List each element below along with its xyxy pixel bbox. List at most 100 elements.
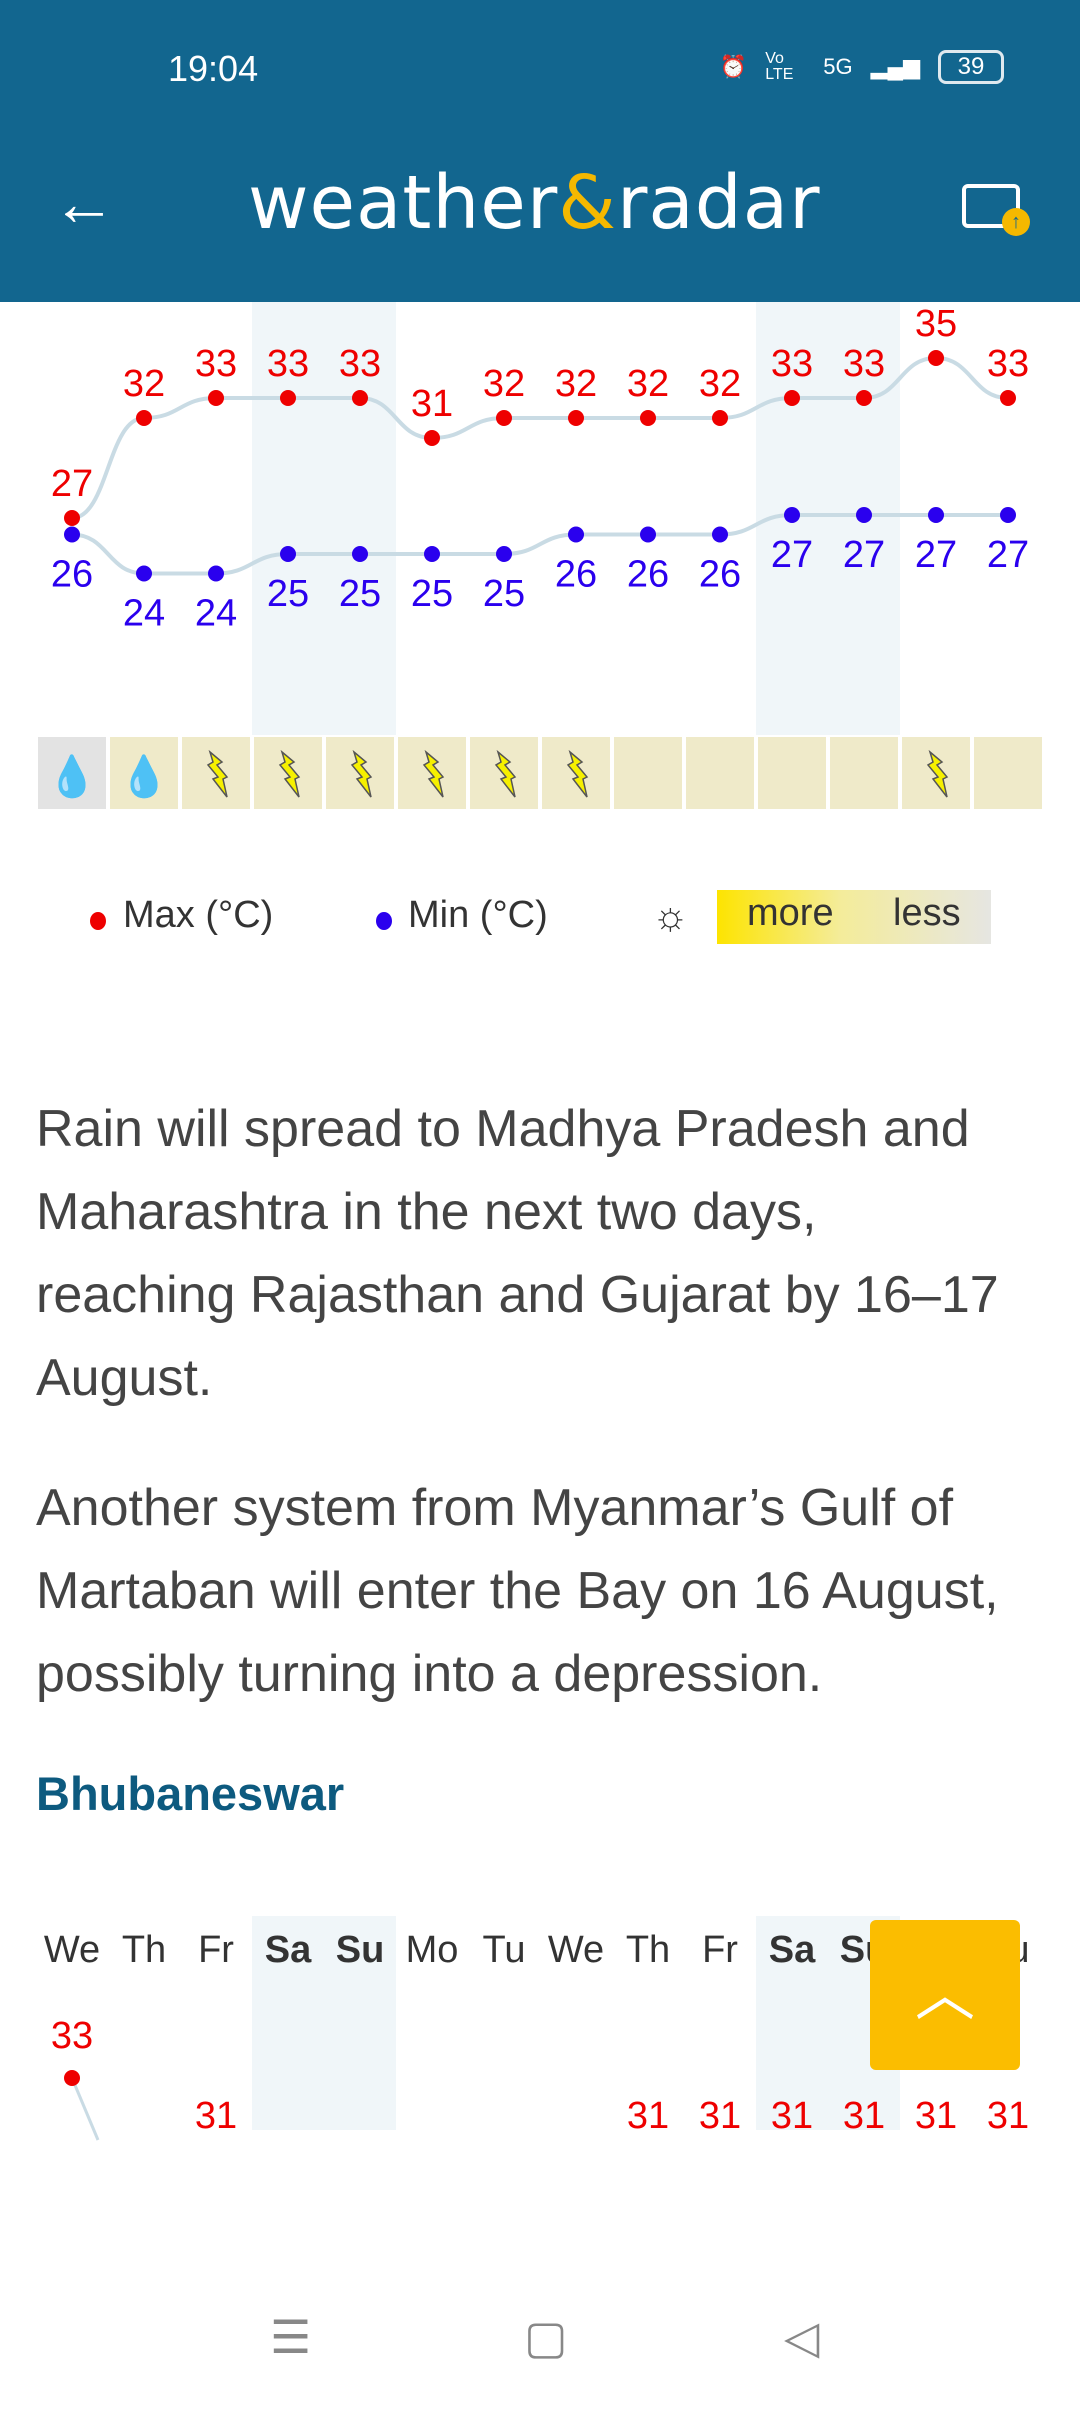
weekend-shade — [252, 302, 324, 735]
thunder-icon — [278, 749, 301, 798]
max-point — [856, 390, 872, 406]
scroll-top-button[interactable]: ︿ — [870, 1920, 1020, 2070]
day-label: Mo — [406, 1929, 459, 1971]
min-point — [136, 565, 152, 582]
min-label: 26 — [555, 554, 597, 596]
image-upload-icon[interactable]: ↑ — [962, 184, 1030, 236]
min-point — [64, 526, 80, 543]
max-label: 32 — [555, 363, 597, 405]
min-label: 26 — [51, 554, 93, 596]
max-label: 32 — [123, 363, 165, 405]
max-point — [1000, 390, 1016, 406]
thunder-icon — [206, 749, 229, 798]
max-point — [424, 430, 440, 446]
less-label: less — [893, 892, 961, 934]
volte-icon: Vo LTE — [765, 50, 794, 83]
temperature-chart: 27 32 33 33 33 31 32 32 32 32 33 33 35 33 26 24 24 25 25 25… — [38, 302, 1042, 809]
min-point — [856, 507, 872, 523]
max-line — [70, 2077, 100, 2141]
max-point — [64, 2070, 80, 2086]
min-label: 24 — [195, 593, 237, 635]
battery-icon: 39 — [938, 50, 1004, 84]
day-label: Th — [122, 1929, 166, 1971]
weather-cell — [830, 737, 898, 809]
rain-icon: 💧 — [119, 753, 169, 799]
max-label: 31 — [699, 2095, 741, 2137]
chart-legend: Max (°C) Min (°C) ☼ more less — [0, 890, 1080, 946]
home-nav-button[interactable]: ▢ — [524, 2311, 568, 2363]
min-point — [496, 546, 512, 562]
max-point — [496, 410, 512, 426]
max-label: 35 — [915, 303, 957, 345]
max-point — [280, 390, 296, 406]
min-label: 27 — [915, 534, 957, 576]
max-point — [64, 510, 80, 526]
min-label: 27 — [987, 534, 1029, 576]
max-label: 31 — [411, 383, 453, 425]
article-paragraph-1: Rain will spread to Madhya Pradesh and Ma… — [36, 1100, 999, 1407]
min-label: 25 — [483, 573, 525, 615]
max-point — [568, 410, 584, 426]
back-arrow-icon[interactable]: ← — [52, 167, 116, 239]
min-point — [568, 526, 584, 543]
min-point — [352, 546, 368, 562]
status-time: 19:04 — [168, 48, 259, 89]
max-point — [136, 410, 152, 426]
min-label: 25 — [267, 573, 309, 615]
max-label: 31 — [843, 2095, 885, 2137]
max-point — [640, 410, 656, 426]
max-label: 33 — [195, 343, 237, 385]
max-label: 32 — [699, 363, 741, 405]
max-point — [784, 390, 800, 406]
max-label: 32 — [627, 363, 669, 405]
max-label: 33 — [987, 343, 1029, 385]
menu-nav-button[interactable]: ☰ — [270, 2311, 312, 2363]
weather-cell — [614, 737, 682, 809]
min-point — [1000, 507, 1016, 523]
min-point — [280, 546, 296, 562]
back-nav-button[interactable]: ◁ — [784, 2311, 820, 2363]
day-label: Sa — [769, 1929, 816, 1971]
status-icons: ⏰ Vo LTE 5G ▂▄▆ 39 — [720, 50, 1004, 84]
min-point — [424, 546, 440, 562]
day-label: Sa — [265, 1929, 312, 1971]
min-label: 26 — [627, 554, 669, 596]
weather-cell — [686, 737, 754, 809]
thunder-icon — [350, 749, 373, 798]
min-point — [784, 507, 800, 523]
max-point — [352, 390, 368, 406]
max-label: 33 — [267, 343, 309, 385]
min-label: 25 — [411, 573, 453, 615]
max-point — [208, 390, 224, 406]
app-header: 19:04 ⏰ Vo LTE 5G ▂▄▆ 39 ← weather&radar… — [0, 0, 1080, 302]
weather-cell — [758, 737, 826, 809]
chevron-up-icon: ︿ — [915, 1961, 975, 2028]
max-label: 31 — [771, 2095, 813, 2137]
system-nav-bar: ☰ ▢ ◁ — [0, 2310, 1080, 2380]
max-label: 33 — [339, 343, 381, 385]
min-point — [208, 565, 224, 582]
article-paragraph-2: Another system from Myanmar’s Gulf of Mar… — [36, 1479, 999, 1703]
max-label: 27 — [51, 463, 93, 505]
min-point — [640, 526, 656, 543]
signal-5g-icon: 5G — [823, 54, 853, 79]
max-label: 31 — [627, 2095, 669, 2137]
max-legend-dot — [90, 912, 106, 930]
day-label: We — [548, 1929, 604, 1971]
min-label: 25 — [339, 573, 381, 615]
min-label: 24 — [123, 593, 165, 635]
day-label: Fr — [198, 1929, 234, 1971]
thunder-icon — [926, 749, 949, 798]
sunshine-scale: more less — [717, 890, 991, 944]
min-label: 27 — [771, 534, 813, 576]
max-legend-label: Max (°C) — [123, 894, 274, 936]
max-label: 31 — [915, 2095, 957, 2137]
city-heading: Bhubaneswar — [36, 1767, 345, 1820]
alarm-icon: ⏰ — [719, 54, 748, 79]
max-label: 33 — [843, 343, 885, 385]
min-point — [928, 507, 944, 523]
min-label: 26 — [699, 554, 741, 596]
min-point — [712, 526, 728, 543]
max-point — [928, 350, 944, 366]
max-label: 31 — [987, 2095, 1029, 2137]
